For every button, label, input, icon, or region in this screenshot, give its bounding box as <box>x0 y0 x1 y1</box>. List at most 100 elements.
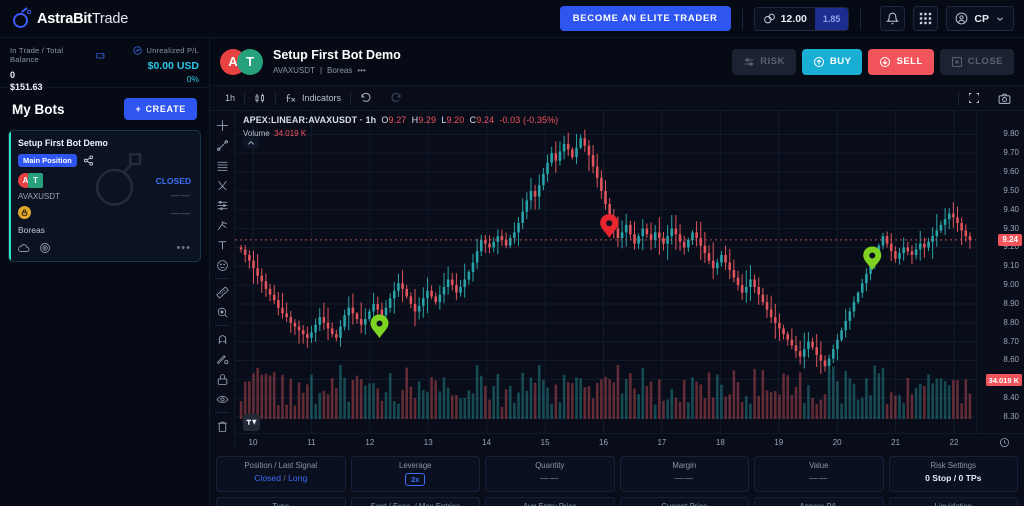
pitchfork-icon <box>217 220 227 230</box>
brand-logo-area[interactable]: AstraBitTrade <box>0 7 128 28</box>
stat-cell: Margin —— <box>619 456 749 492</box>
my-bots-title: My Bots <box>12 101 65 117</box>
stat-label: Type <box>221 502 341 506</box>
timezone-button[interactable] <box>999 437 1010 448</box>
stat-label: Current Price <box>625 502 745 506</box>
magnet-tool[interactable] <box>212 329 233 349</box>
redo-button[interactable] <box>381 86 411 110</box>
indicators-button[interactable]: Indicators <box>276 86 350 110</box>
user-menu-button[interactable]: CP <box>946 6 1014 31</box>
time-tick: 14 <box>482 438 492 447</box>
bot-header-subtitle: AVAXUSDT | Boreas ••• <box>273 66 401 75</box>
bot-card-more-menu[interactable]: ••• <box>176 242 191 254</box>
pitchfork-tool[interactable] <box>212 215 233 235</box>
time-tick: 18 <box>715 438 725 447</box>
drawing-mode-tool[interactable] <box>212 349 233 369</box>
stat-label: Risk Settings <box>930 461 977 470</box>
price-tick: 8.90 <box>1003 298 1019 308</box>
become-elite-trader-button[interactable]: BECOME AN ELITE TRADER <box>559 6 731 31</box>
buy-button-label: BUY <box>829 56 852 67</box>
risk-button-label: RISK <box>760 56 785 67</box>
text-tool[interactable] <box>212 235 233 255</box>
time-tick: 17 <box>657 438 667 447</box>
my-bots-header: My Bots + CREATE <box>0 88 209 128</box>
stat-cell: Quantity —— <box>485 456 615 492</box>
time-axis[interactable]: 10 11 12 13 14 15 16 17 18 19 20 21 22 <box>235 433 1024 451</box>
trend-up-icon <box>133 46 143 55</box>
price-tick: 9.30 <box>1003 223 1019 233</box>
time-tick: 20 <box>832 438 842 447</box>
divider <box>275 91 277 105</box>
usdt-coin-icon-large: T <box>237 48 263 75</box>
clock-icon <box>999 437 1010 448</box>
undo-button[interactable] <box>351 86 381 110</box>
lock-drawings-tool[interactable] <box>212 369 233 389</box>
divider <box>244 91 246 105</box>
bot-card-position-tag: Main Position <box>18 154 77 167</box>
ruler-tool[interactable] <box>212 282 233 302</box>
tradingview-logo[interactable] <box>243 414 260 431</box>
interval-selector[interactable]: 1h <box>216 86 244 110</box>
bot-card-pair-row: A T CLOSED <box>18 173 191 188</box>
last-price-badge: 9.24 <box>998 233 1022 246</box>
notifications-button[interactable] <box>880 6 906 31</box>
chart-canvas-area[interactable]: APEX:LINEAR:AVAXUSDT · 1h O9.27 H9.29 L9… <box>235 111 1024 451</box>
fib-retracement-tool[interactable] <box>212 195 233 215</box>
price-tick: 8.30 <box>1003 412 1019 421</box>
chart-type-selector[interactable] <box>245 86 275 110</box>
zoom-tool[interactable] <box>212 302 233 322</box>
share-icon[interactable] <box>83 155 94 166</box>
sliders-icon <box>744 57 754 66</box>
price-axis[interactable]: 9.80 9.70 9.60 9.50 9.40 9.30 9.20 9.10 9.00 8.90… <box>976 111 1024 451</box>
stat-cell: Sent / Exec. / Max Entries1 / 1 / 1 <box>350 497 480 506</box>
unrealized-label: Unrealized P/L <box>105 46 200 55</box>
stat-cell: Liquidation0.0000 <box>888 497 1018 506</box>
cloud-icon[interactable] <box>18 242 30 254</box>
legend-collapse-button[interactable] <box>243 137 259 149</box>
risk-button[interactable]: RISK <box>732 48 796 75</box>
divider <box>860 8 862 29</box>
bot-card-symbol: AVAXUSDT <box>18 192 60 201</box>
target-icon[interactable] <box>39 242 51 254</box>
sell-marker-icon[interactable] <box>600 214 619 238</box>
fib-pattern-tool[interactable] <box>212 175 233 195</box>
buy-marker-icon[interactable] <box>370 314 389 339</box>
pencil-lock-icon <box>216 354 228 364</box>
interval-label: 1h <box>225 93 236 103</box>
sell-button[interactable]: SELL <box>868 48 934 75</box>
credit-balance-chip[interactable]: 12.00 1.85 <box>753 6 850 31</box>
screenshot-button[interactable] <box>989 92 1020 105</box>
bot-header-more-menu[interactable]: ••• <box>357 66 366 75</box>
eye-icon <box>216 395 228 403</box>
stat-cell: TypeReversal <box>216 497 346 506</box>
stat-label: Liquidation <box>894 502 1014 506</box>
stat-label: Leverage <box>398 461 432 470</box>
in-trade-label-text: In Trade / Total Balance <box>10 46 64 64</box>
crosshair-tool[interactable] <box>212 115 233 135</box>
credit-main: 12.00 <box>754 7 815 30</box>
x-square-icon <box>951 56 962 67</box>
stat-label: Value <box>809 461 829 470</box>
chart-toolbar-right <box>958 91 1024 105</box>
leverage-chip[interactable]: 2x <box>405 473 426 486</box>
emoji-tool[interactable] <box>212 255 233 275</box>
trash-icon <box>217 421 227 432</box>
apps-grid-button[interactable] <box>913 6 939 31</box>
horizontal-lines-tool[interactable] <box>212 155 233 175</box>
remove-drawings-tool[interactable] <box>212 416 233 436</box>
stat-label: Approx P/L <box>759 502 879 506</box>
toggle-visibility-tool[interactable] <box>212 389 233 409</box>
bot-card-setup-first-bot-demo[interactable]: Setup First Bot Demo Main Position A T C… <box>8 130 201 262</box>
stats-row-primary: Position / Last Signal Closed / Long Lever… <box>216 456 1018 492</box>
create-bot-button[interactable]: + CREATE <box>124 98 197 120</box>
buy-button[interactable]: BUY <box>801 48 863 75</box>
price-chart-svg[interactable] <box>235 111 976 451</box>
divider <box>741 8 743 29</box>
trendline-tool[interactable] <box>212 135 233 155</box>
buy-marker-icon[interactable] <box>863 246 882 271</box>
close-position-button[interactable]: CLOSE <box>939 48 1014 75</box>
wallet-icon <box>96 52 105 58</box>
divider <box>350 91 352 105</box>
bot-card-footer: ••• <box>18 242 191 254</box>
fullscreen-button[interactable] <box>959 92 989 104</box>
